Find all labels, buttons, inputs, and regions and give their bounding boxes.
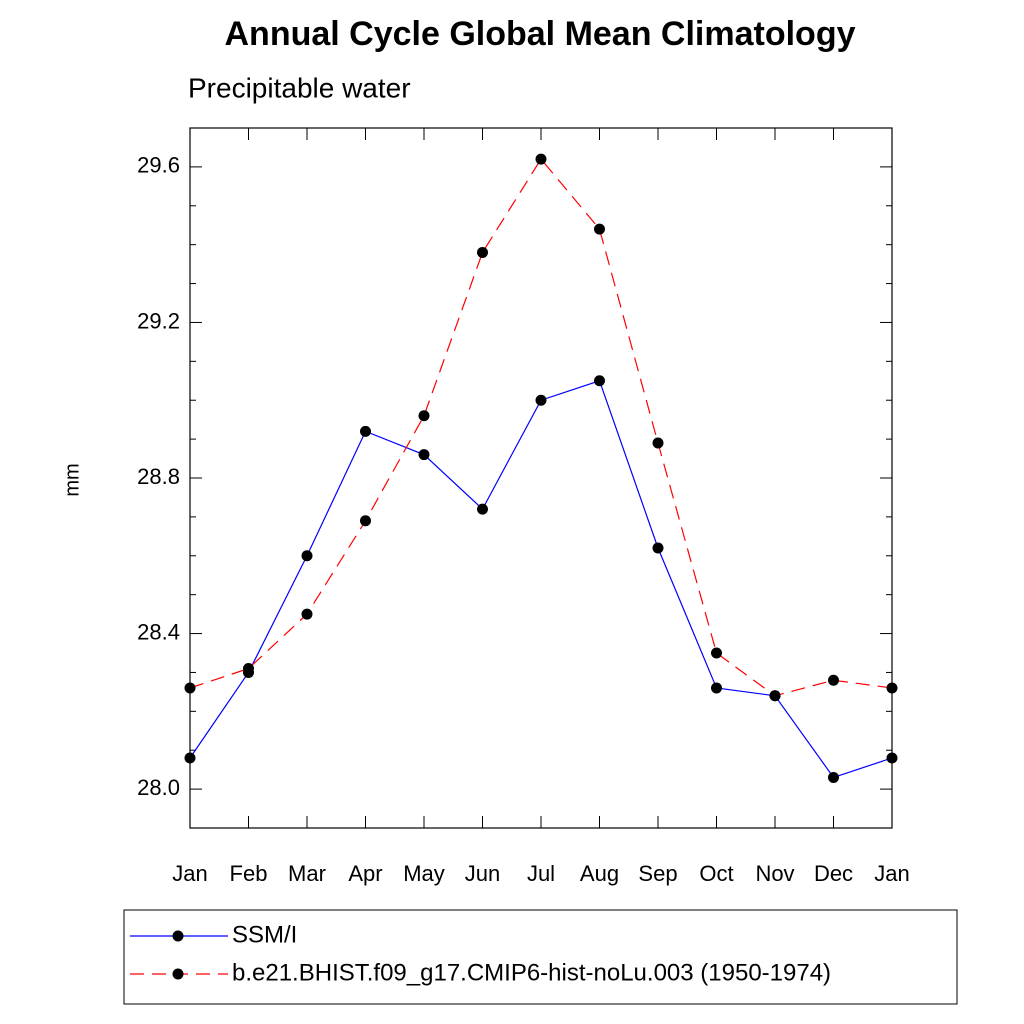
- data-point: [711, 647, 722, 659]
- legend-marker: [172, 968, 184, 980]
- data-point: [243, 663, 254, 675]
- y-tick-label: 29.6: [137, 153, 180, 178]
- data-point: [360, 425, 371, 437]
- data-point: [886, 752, 898, 764]
- legend-label: b.e21.BHIST.f09_g17.CMIP6-hist-noLu.003 …: [232, 959, 831, 986]
- y-tick-label: 28.8: [137, 464, 180, 489]
- x-tick-label: Sep: [638, 861, 677, 886]
- y-axis-label: mm: [61, 463, 83, 496]
- data-point: [652, 542, 664, 554]
- x-tick-label: Jul: [527, 861, 555, 886]
- x-tick-label: Oct: [699, 861, 733, 886]
- legend-label: SSM/I: [232, 921, 297, 948]
- x-tick-label: Jan: [172, 861, 207, 886]
- x-tick-label: Jun: [465, 861, 500, 886]
- data-point: [652, 437, 664, 449]
- data-point: [301, 550, 313, 562]
- series-line: [189, 158, 893, 697]
- x-tick-label: May: [403, 861, 445, 886]
- data-point: [535, 394, 547, 406]
- x-tick-label: Aug: [580, 861, 619, 886]
- y-tick-label: 28.4: [137, 619, 180, 644]
- data-point: [477, 503, 488, 515]
- plot-frame: [189, 127, 893, 829]
- data-point: [301, 608, 313, 620]
- data-point: [184, 752, 196, 764]
- y-tick-label: 28.0: [137, 775, 180, 800]
- x-tick-label: Apr: [348, 861, 382, 886]
- data-point: [418, 449, 430, 461]
- x-tick-label: Jan: [874, 861, 909, 886]
- x-tick-label: Dec: [814, 861, 853, 886]
- x-tick-label: Nov: [755, 861, 794, 886]
- data-point: [828, 674, 839, 686]
- data-point: [594, 223, 605, 235]
- data-point: [477, 246, 488, 258]
- legend-marker: [172, 930, 184, 942]
- x-tick-label: Mar: [288, 861, 326, 886]
- chart-subtitle: Precipitable water: [188, 72, 411, 103]
- y-tick-label: 29.2: [137, 308, 180, 333]
- chart-title: Annual Cycle Global Mean Climatology: [225, 15, 856, 53]
- x-tick-label: Feb: [230, 861, 268, 886]
- data-point: [769, 690, 781, 702]
- data-point: [418, 410, 430, 422]
- data-point: [886, 682, 898, 694]
- series-line: [189, 380, 893, 779]
- data-point: [828, 771, 839, 783]
- data-point: [360, 515, 371, 527]
- data-point: [711, 682, 722, 694]
- data-point: [594, 375, 605, 387]
- data-point: [535, 153, 547, 165]
- data-point: [184, 682, 196, 694]
- legend-box: [123, 909, 958, 1005]
